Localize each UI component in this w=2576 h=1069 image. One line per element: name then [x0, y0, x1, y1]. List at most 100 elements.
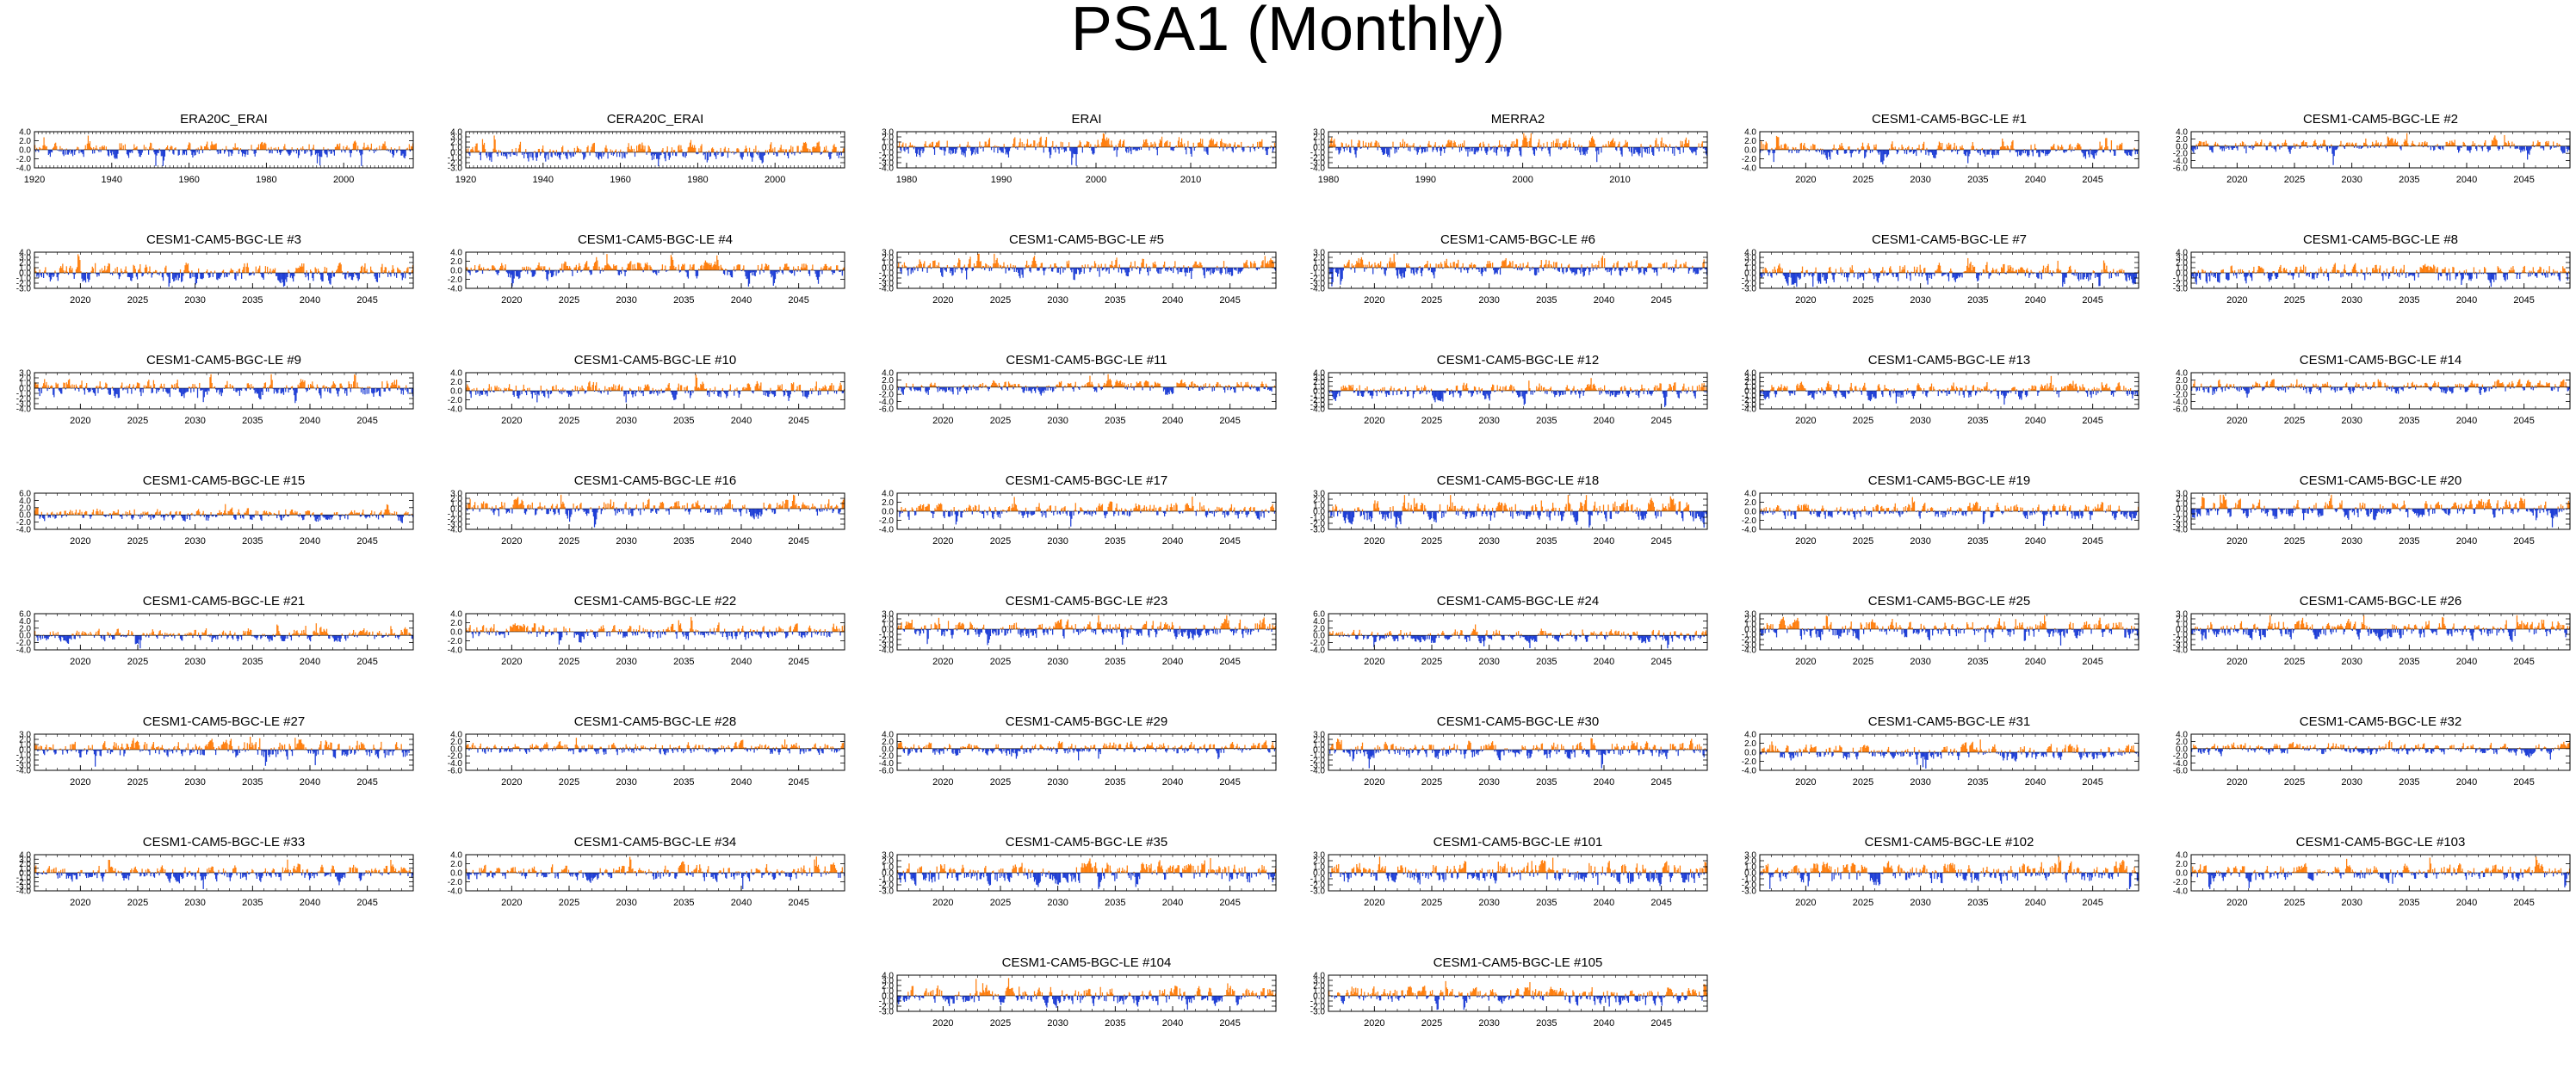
- bar-mark: [553, 270, 554, 276]
- bar-mark: [278, 273, 280, 281]
- bar-mark: [1515, 139, 1518, 147]
- bar-mark: [1330, 268, 1332, 274]
- bar-mark: [1609, 141, 1612, 147]
- bar-mark: [658, 270, 659, 274]
- bar-mark: [688, 146, 690, 152]
- bar-mark: [779, 266, 781, 270]
- bar-mark: [226, 273, 228, 278]
- bar-mark: [1658, 147, 1660, 151]
- bar-mark: [1937, 145, 1939, 150]
- bar-mark: [1213, 144, 1215, 147]
- bar-mark: [1167, 145, 1169, 147]
- panel-title: CESM1-CAM5-BGC-LE #2: [2303, 112, 2458, 127]
- bar-mark: [1968, 150, 1970, 157]
- bar-mark: [2208, 145, 2210, 147]
- bar-mark: [1635, 147, 1637, 150]
- bar-mark: [35, 150, 37, 152]
- bar-mark: [2540, 145, 2542, 149]
- bar-mark: [974, 147, 975, 150]
- bar-mark: [916, 265, 918, 268]
- bar-series: [897, 253, 1277, 281]
- bar-mark: [2107, 146, 2108, 150]
- bar-mark: [1004, 147, 1006, 150]
- bar-mark: [1610, 140, 1613, 147]
- bar-mark: [1428, 268, 1430, 270]
- bar-mark: [1830, 150, 1832, 151]
- bar-mark: [926, 268, 928, 273]
- bar-mark: [635, 151, 637, 152]
- bar-mark: [1234, 268, 1235, 270]
- bar-mark: [629, 149, 631, 152]
- bar-mark: [636, 263, 639, 270]
- bar-mark: [1261, 261, 1263, 268]
- bar-mark: [1471, 268, 1473, 270]
- bar-mark: [1556, 139, 1557, 147]
- bar-mark: [758, 150, 759, 152]
- bar-mark: [1876, 150, 1878, 151]
- bar-mark: [1966, 150, 1968, 152]
- bar-mark: [908, 145, 910, 147]
- bar-mark: [725, 269, 727, 270]
- bar-mark: [837, 151, 839, 152]
- bar-mark: [2056, 150, 2058, 151]
- bar-mark: [1173, 147, 1174, 151]
- bar-mark: [1035, 147, 1037, 151]
- bar-mark: [1455, 263, 1458, 268]
- bar-mark: [1929, 150, 1932, 152]
- bar-mark: [1109, 144, 1111, 147]
- bar-mark: [2100, 146, 2102, 150]
- bar-mark: [288, 271, 290, 273]
- xtick-label: 1980: [687, 175, 708, 185]
- bar-mark: [87, 135, 90, 150]
- bar-mark: [331, 270, 333, 273]
- bar-mark: [281, 150, 282, 153]
- xtick-label: 2030: [184, 295, 205, 306]
- ytick-label: -4.0: [16, 164, 32, 174]
- bar-mark: [726, 269, 728, 270]
- bar-mark: [2230, 145, 2232, 148]
- bar-mark: [684, 152, 686, 158]
- bar-mark: [2562, 145, 2564, 154]
- bar-mark: [805, 143, 808, 152]
- bar-mark: [406, 268, 408, 273]
- bar-mark: [975, 265, 977, 268]
- bar-mark: [698, 269, 700, 270]
- bar-mark: [1625, 139, 1626, 147]
- bar-mark: [41, 272, 44, 273]
- bar-mark: [1477, 268, 1479, 269]
- bar-mark: [2478, 145, 2480, 146]
- bar-mark: [2081, 150, 2083, 152]
- bar-mark: [678, 270, 681, 273]
- bar-mark: [568, 152, 570, 154]
- bar-mark: [1074, 147, 1076, 154]
- bar-mark: [2340, 140, 2342, 146]
- bar-mark: [135, 147, 137, 150]
- bar-mark: [907, 268, 909, 276]
- bar-mark: [382, 273, 384, 275]
- bar-mark: [792, 146, 794, 152]
- bar-mark: [183, 269, 185, 273]
- bar-mark: [959, 144, 961, 147]
- bar-mark: [2455, 145, 2456, 146]
- bar-mark: [661, 264, 664, 270]
- bar-mark: [1059, 147, 1061, 148]
- bar-mark: [321, 273, 323, 282]
- bar-mark: [1798, 150, 1799, 153]
- bar-mark: [2453, 143, 2455, 146]
- bar-mark: [1115, 259, 1117, 268]
- bar-mark: [1085, 144, 1087, 147]
- bar-mark: [1638, 147, 1640, 157]
- bar-mark: [930, 268, 932, 269]
- bar-mark: [2214, 141, 2217, 146]
- bar-mark: [1474, 147, 1476, 155]
- bar-mark: [1207, 147, 1209, 156]
- bar-mark: [407, 267, 409, 273]
- bar-mark: [300, 267, 302, 273]
- panel-title: ERAI: [1071, 112, 1101, 127]
- bar-mark: [1043, 145, 1045, 147]
- bar-mark: [2271, 145, 2273, 148]
- bar-mark: [1509, 261, 1511, 268]
- bar-mark: [655, 152, 657, 155]
- bar-mark: [990, 147, 993, 151]
- bar-mark: [215, 143, 217, 150]
